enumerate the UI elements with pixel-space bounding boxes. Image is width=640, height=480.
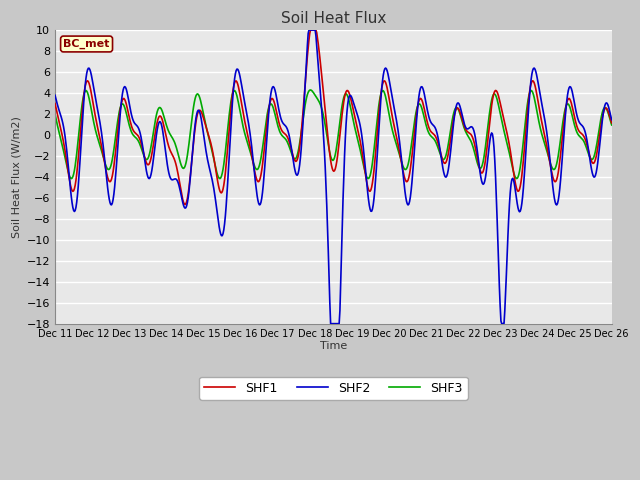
SHF2 — [204, 160, 212, 166]
SHF2 — [51, 92, 59, 98]
Line: SHF2: SHF2 — [55, 30, 612, 324]
SHF2 — [419, 85, 427, 91]
SHF3 — [403, 166, 410, 172]
SHF1 — [61, 148, 69, 154]
SHF1 — [175, 176, 183, 181]
SHF3 — [205, 136, 213, 142]
SHF2 — [608, 117, 616, 123]
Legend: SHF1, SHF2, SHF3: SHF1, SHF2, SHF3 — [199, 377, 468, 400]
SHF2 — [61, 134, 69, 140]
SHF1 — [307, 27, 314, 33]
Y-axis label: Soil Heat Flux (W/m2): Soil Heat Flux (W/m2) — [11, 116, 21, 238]
SHF3 — [51, 111, 59, 117]
Line: SHF3: SHF3 — [55, 90, 612, 179]
SHF3 — [67, 176, 75, 181]
SHF1 — [205, 134, 213, 140]
Line: SHF1: SHF1 — [55, 30, 612, 204]
SHF2 — [403, 198, 410, 204]
SHF2 — [175, 182, 183, 188]
SHF1 — [181, 202, 189, 207]
SHF3 — [119, 101, 127, 107]
SHF3 — [419, 108, 427, 114]
X-axis label: Time: Time — [320, 341, 347, 351]
Text: BC_met: BC_met — [63, 39, 109, 49]
SHF3 — [176, 157, 184, 163]
SHF3 — [608, 122, 616, 128]
SHF1 — [118, 97, 126, 103]
SHF1 — [608, 120, 616, 126]
SHF3 — [307, 87, 314, 93]
SHF2 — [305, 27, 313, 33]
SHF1 — [51, 101, 59, 107]
SHF1 — [403, 179, 410, 185]
SHF3 — [61, 155, 69, 161]
SHF2 — [118, 91, 126, 97]
SHF2 — [327, 321, 335, 326]
SHF1 — [419, 100, 427, 106]
Title: Soil Heat Flux: Soil Heat Flux — [281, 11, 386, 26]
